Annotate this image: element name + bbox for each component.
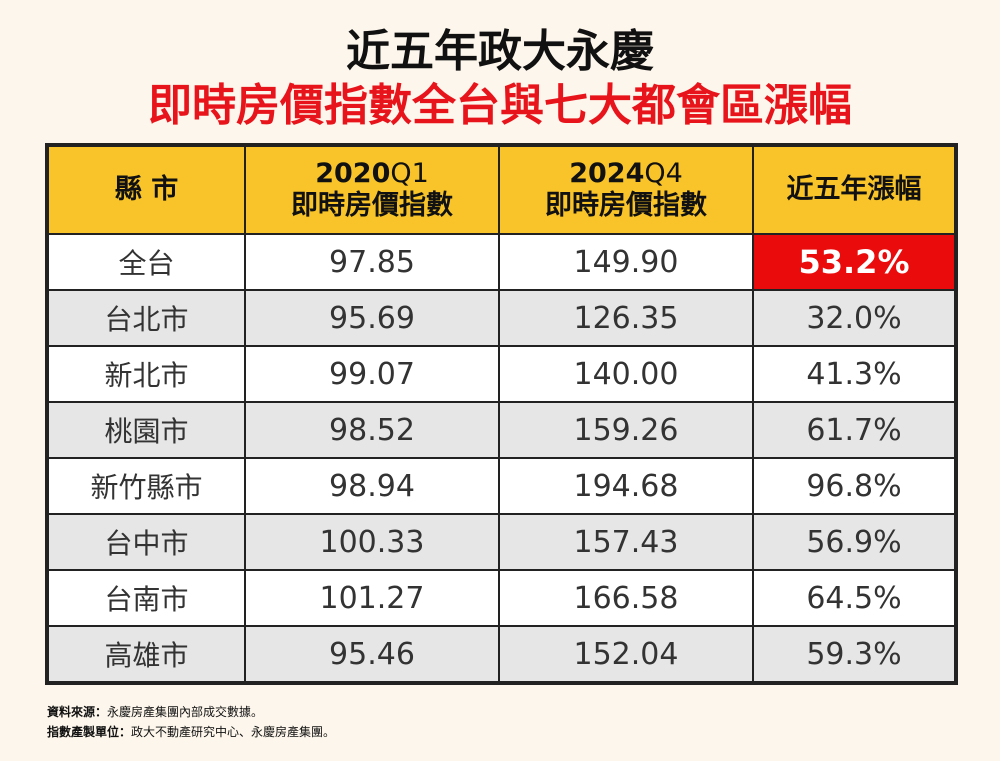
header-2024q4: 2024Q4 即時房價指數 (498, 144, 754, 235)
row-2020q1-value: 95.69 (244, 289, 500, 347)
header-growth: 近五年漲幅 (752, 144, 957, 235)
row-growth: 96.8% (752, 457, 957, 515)
row-name: 新北市 (46, 345, 246, 403)
row-growth: 32.0% (752, 289, 957, 347)
header-2020-year: 2020 (315, 158, 391, 189)
footer-source: 資料來源：永慶房產集團內部成交數據。 (47, 704, 263, 720)
table-header-row: 縣 市 2020Q1 即時房價指數 2024Q4 即時房價指數 近五年漲幅 (46, 144, 957, 235)
house-price-index-table: 縣 市 2020Q1 即時房價指數 2024Q4 即時房價指數 近五年漲幅 全台… (45, 143, 958, 685)
row-2024q4-value: 149.90 (498, 233, 754, 291)
footer-source-text: 永慶房產集團內部成交數據。 (107, 705, 264, 719)
header-2020q1: 2020Q1 即時房價指數 (244, 144, 500, 235)
row-2020q1-value: 98.52 (244, 401, 500, 459)
header-2024-sub: 即時房價指數 (545, 190, 707, 221)
row-name: 高雄市 (46, 625, 246, 684)
row-2024q4-value: 126.35 (498, 289, 754, 347)
row-2024q4-value: 194.68 (498, 457, 754, 515)
row-name: 全台 (46, 233, 246, 291)
row-2024q4-value: 157.43 (498, 513, 754, 571)
table-row: 高雄市 95.46 152.04 59.3% (46, 625, 957, 684)
table-row: 新竹縣市 98.94 194.68 96.8% (46, 457, 957, 515)
row-2020q1-value: 97.85 (244, 233, 500, 291)
footer-maker-text: 政大不動產研究中心、永慶房產集團。 (131, 725, 336, 739)
row-2020q1-value: 100.33 (244, 513, 500, 571)
row-name: 台北市 (46, 289, 246, 347)
row-growth: 61.7% (752, 401, 957, 459)
row-growth: 56.9% (752, 513, 957, 571)
table-row: 新北市 99.07 140.00 41.3% (46, 345, 957, 403)
header-2020-sub: 即時房價指數 (291, 190, 453, 221)
row-2024q4-value: 140.00 (498, 345, 754, 403)
table-row: 全台 97.85 149.90 53.2% (46, 233, 957, 291)
header-2024-quarter: Q4 (644, 158, 683, 189)
footer-source-label: 資料來源： (47, 705, 108, 719)
row-name: 台中市 (46, 513, 246, 571)
row-growth: 41.3% (752, 345, 957, 403)
table-row: 桃園市 98.52 159.26 61.7% (46, 401, 957, 459)
title-line-1: 近五年政大永慶 (346, 26, 654, 77)
row-name: 台南市 (46, 569, 246, 627)
row-name: 新竹縣市 (46, 457, 246, 515)
row-2020q1-value: 98.94 (244, 457, 500, 515)
footer-maker: 指數產製單位：政大不動產研究中心、永慶房產集團。 (47, 724, 335, 740)
footer-maker-label: 指數產製單位： (47, 725, 132, 739)
table-row: 台中市 100.33 157.43 56.9% (46, 513, 957, 571)
row-2024q4-value: 152.04 (498, 625, 754, 684)
header-2020-quarter: Q1 (390, 158, 429, 189)
row-growth: 59.3% (752, 625, 957, 684)
row-growth-highlight: 53.2% (752, 233, 957, 291)
table-row: 台北市 95.69 126.35 32.0% (46, 289, 957, 347)
row-2020q1-value: 101.27 (244, 569, 500, 627)
row-2020q1-value: 95.46 (244, 625, 500, 684)
row-growth: 64.5% (752, 569, 957, 627)
row-2020q1-value: 99.07 (244, 345, 500, 403)
row-2024q4-value: 166.58 (498, 569, 754, 627)
row-name: 桃園市 (46, 401, 246, 459)
row-2024q4-value: 159.26 (498, 401, 754, 459)
header-county: 縣 市 (46, 144, 246, 235)
table-row: 台南市 101.27 166.58 64.5% (46, 569, 957, 627)
header-2024-year: 2024 (569, 158, 645, 189)
title-line-2: 即時房價指數全台與七大都會區漲幅 (148, 80, 852, 131)
